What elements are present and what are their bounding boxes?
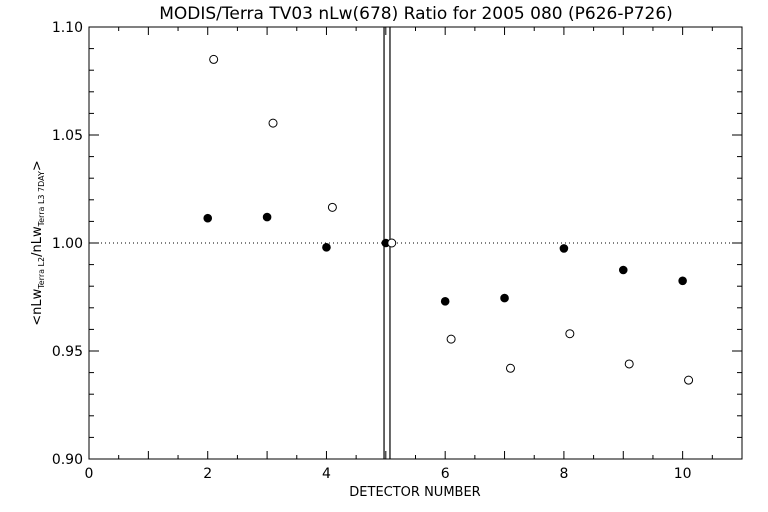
data-point-filled bbox=[440, 297, 450, 306]
data-point-open bbox=[565, 329, 575, 339]
data-point-open bbox=[684, 375, 694, 385]
data-point-filled bbox=[262, 212, 272, 222]
y-tick-label: 1.00 bbox=[52, 236, 83, 252]
x-tick-label: 4 bbox=[322, 466, 331, 482]
y-axis-label: <nLwTerra L2/nLwTerra L3 7DAY> bbox=[30, 160, 46, 326]
y-tick-label: 0.90 bbox=[52, 452, 83, 468]
data-point-open bbox=[268, 118, 278, 128]
data-point-filled bbox=[322, 243, 331, 252]
y-axis-label-mid: /nLw bbox=[30, 226, 45, 257]
data-point-open bbox=[446, 334, 456, 344]
x-tick-label: 2 bbox=[203, 466, 212, 482]
data-point-open bbox=[505, 363, 515, 373]
data-point-open bbox=[327, 202, 337, 212]
x-axis-label: DETECTOR NUMBER bbox=[349, 485, 480, 500]
data-point-open bbox=[387, 238, 397, 248]
chart-title: MODIS/Terra TV03 nLw(678) Ratio for 2005… bbox=[159, 4, 673, 24]
data-point-filled bbox=[203, 213, 213, 223]
y-axis-label-sub1: Terra L2 bbox=[37, 257, 46, 290]
data-point-filled bbox=[559, 244, 569, 253]
y-tick-label: 1.10 bbox=[52, 20, 83, 36]
x-tick-label: 8 bbox=[559, 466, 568, 482]
data-point-open bbox=[209, 54, 219, 64]
data-point-filled bbox=[500, 293, 509, 303]
x-tick-label: 6 bbox=[441, 466, 450, 482]
y-axis-label-sub2: Terra L3 7DAY bbox=[37, 171, 46, 227]
x-tick-label: 10 bbox=[674, 466, 692, 482]
y-axis-label-suffix: > bbox=[30, 160, 45, 171]
x-tick-label: 0 bbox=[85, 466, 94, 482]
data-point-open bbox=[624, 359, 634, 369]
y-axis-label-prefix: <nLw bbox=[30, 288, 45, 325]
plot-frame bbox=[88, 26, 743, 460]
data-point-filled bbox=[618, 265, 628, 275]
y-tick-label: 1.05 bbox=[52, 128, 83, 144]
y-tick-label: 0.95 bbox=[52, 344, 83, 360]
data-point-filled bbox=[678, 276, 687, 286]
